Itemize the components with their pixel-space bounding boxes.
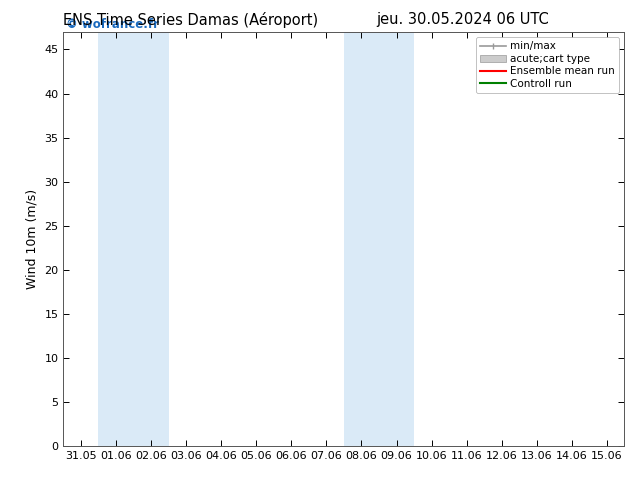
Y-axis label: Wind 10m (m/s): Wind 10m (m/s) (26, 189, 39, 289)
Bar (344, 32, 414, 446)
Bar (98, 32, 169, 446)
Legend: min/max, acute;cart type, Ensemble mean run, Controll run: min/max, acute;cart type, Ensemble mean … (476, 37, 619, 93)
Text: © wofrance.fr: © wofrance.fr (66, 18, 159, 31)
Text: jeu. 30.05.2024 06 UTC: jeu. 30.05.2024 06 UTC (377, 12, 549, 27)
Text: ENS Time Series Damas (Aéroport): ENS Time Series Damas (Aéroport) (63, 12, 318, 28)
